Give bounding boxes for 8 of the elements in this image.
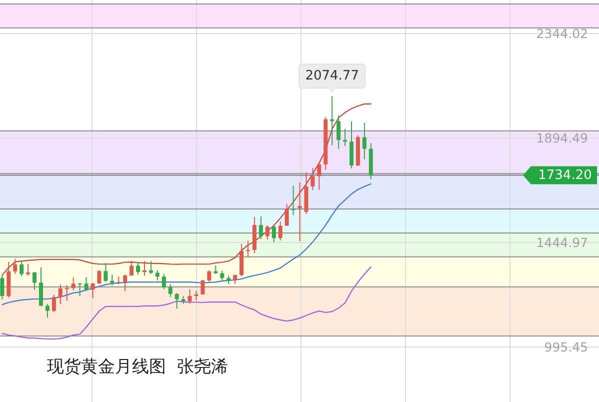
y-tick-label: 2344.02 (536, 26, 588, 41)
title: 现货黄金月线图 张尧浠 (47, 357, 228, 377)
ref-line-label: 1734.20 (538, 168, 592, 183)
y-tick-label: 1444.97 (536, 235, 588, 250)
y-tick-label: 995.45 (544, 340, 588, 355)
annotation: 2074.77 (298, 64, 366, 94)
annotation: 2074.77 (305, 68, 359, 84)
y-tick-label: 1894.49 (536, 130, 588, 146)
